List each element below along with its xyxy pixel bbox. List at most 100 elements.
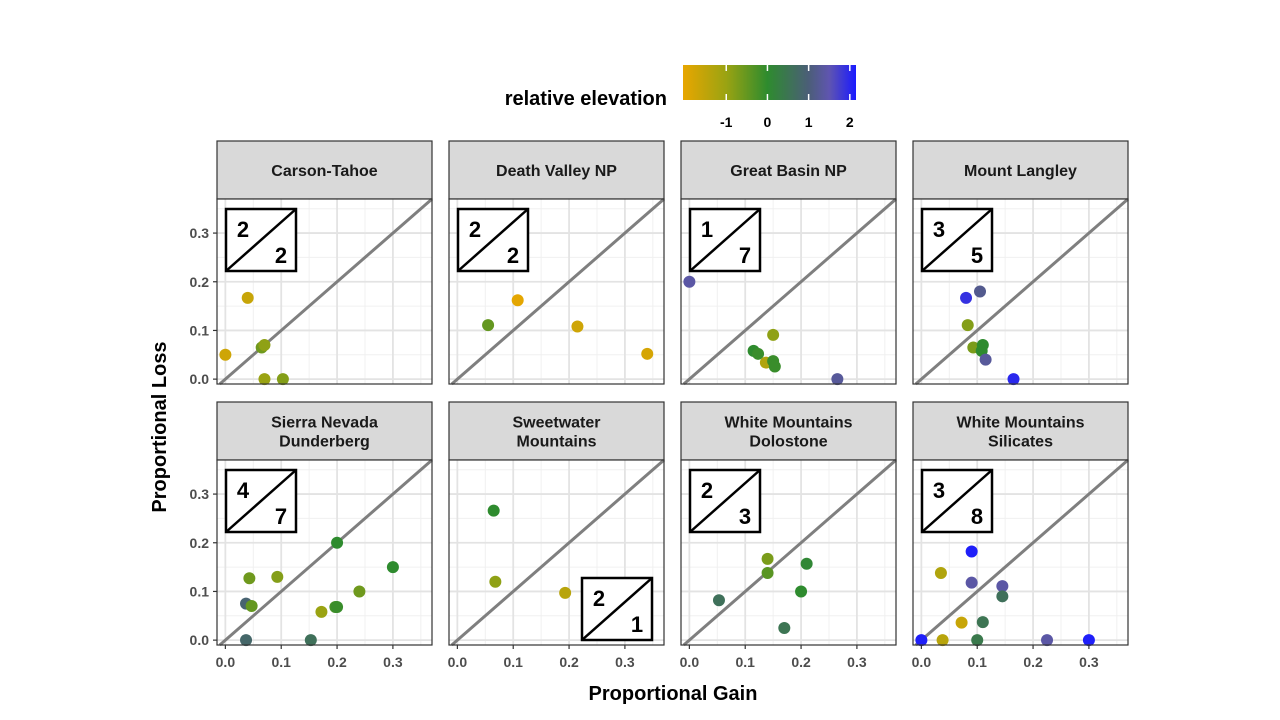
x-tick-label: 0.3 <box>1079 654 1099 670</box>
x-tick-label: 0.0 <box>448 654 468 670</box>
scatter-point <box>767 328 780 341</box>
x-tick-label: 0.2 <box>1023 654 1043 670</box>
scatter-point <box>971 634 984 647</box>
facet-strip <box>216 140 433 200</box>
x-tick-label: 0.3 <box>615 654 635 670</box>
scatter-point <box>934 566 947 579</box>
facet-strip <box>448 140 665 200</box>
y-tick-label: 0.1 <box>190 583 210 599</box>
facet-title: Great Basin NP <box>730 163 847 180</box>
facet-title: Dunderberg <box>279 434 370 451</box>
scatter-point <box>240 634 253 647</box>
scatter-point <box>258 373 271 386</box>
scatter-point <box>571 320 584 333</box>
x-tick-label: 0.3 <box>847 654 867 670</box>
x-tick-label: 0.1 <box>271 654 291 670</box>
count-top: 2 <box>469 217 481 242</box>
scatter-point <box>800 557 813 570</box>
identity-line <box>450 197 665 386</box>
scatter-point <box>241 291 254 304</box>
scatter-point <box>996 580 1009 593</box>
x-tick-label: 0.2 <box>791 654 811 670</box>
count-top: 1 <box>701 217 713 242</box>
x-tick-label: 0.3 <box>383 654 403 670</box>
panel-border <box>216 459 433 646</box>
legend-tick-label: -1 <box>720 114 733 130</box>
count-box: 22 <box>456 207 530 273</box>
y-tick-label: 0.3 <box>190 225 210 241</box>
scatter-point <box>1082 634 1095 647</box>
count-box: 21 <box>580 576 654 642</box>
panel-border <box>912 459 1129 646</box>
scatter-point <box>641 347 654 360</box>
count-bottom: 7 <box>739 243 751 268</box>
scatter-point <box>1041 634 1054 647</box>
facet-panel: Sierra Nevada Dunderberg 47 0.0 0.1 0.2 0.3 0.0… <box>190 401 433 670</box>
y-tick-label: 0.2 <box>190 535 210 551</box>
scatter-point <box>761 566 774 579</box>
x-tick-label: 0.0 <box>680 654 700 670</box>
scatter-point <box>487 504 500 517</box>
scatter-point <box>331 536 344 549</box>
scatter-point <box>712 594 725 607</box>
facet-title: Silicates <box>988 434 1053 451</box>
y-tick-label: 0.0 <box>190 371 210 387</box>
scatter-point <box>965 545 978 558</box>
x-tick-label: 0.1 <box>967 654 987 670</box>
scatter-point <box>831 373 844 386</box>
y-tick-label: 0.2 <box>190 274 210 290</box>
facet-title: Carson-Tahoe <box>271 163 377 180</box>
x-tick-label: 0.2 <box>327 654 347 670</box>
scatter-point <box>936 634 949 647</box>
count-top: 2 <box>593 586 605 611</box>
x-tick-label: 0.0 <box>216 654 236 670</box>
y-tick-label: 0.1 <box>190 322 210 338</box>
legend-tick-label: 0 <box>764 114 772 130</box>
scatter-point <box>1007 373 1020 386</box>
scatter-point <box>974 285 987 298</box>
scatter-point <box>276 373 289 386</box>
facet-title: Sweetwater <box>512 415 600 432</box>
count-box: 35 <box>920 207 994 273</box>
facet-strip <box>680 401 897 461</box>
identity-line <box>218 458 433 647</box>
count-box: 17 <box>688 207 762 273</box>
count-bottom: 2 <box>507 243 519 268</box>
count-top: 3 <box>933 478 945 503</box>
scatter-point <box>511 294 524 307</box>
legend-tick-label: 2 <box>846 114 854 130</box>
x-axis-title: Proportional Gain <box>589 683 758 705</box>
x-tick-label: 0.0 <box>912 654 932 670</box>
count-box: 23 <box>688 468 762 534</box>
scatter-point <box>386 561 399 574</box>
count-bottom: 1 <box>631 612 643 637</box>
y-tick-label: 0.0 <box>190 632 210 648</box>
facet-strip <box>680 140 897 200</box>
scatter-point <box>315 605 328 618</box>
panel-border <box>448 459 665 646</box>
scatter-point <box>915 634 928 647</box>
legend: relative elevation -1 0 1 2 <box>505 65 856 130</box>
count-bottom: 2 <box>275 243 287 268</box>
scatter-point <box>955 616 968 629</box>
scatter-point <box>243 572 256 585</box>
identity-line <box>682 458 897 647</box>
facet-strip <box>912 140 1129 200</box>
scatter-point <box>489 575 502 588</box>
count-box-diagonal <box>225 469 297 533</box>
facet-strip <box>448 401 665 461</box>
scatter-point <box>778 621 791 634</box>
count-box-diagonal <box>457 208 529 272</box>
count-box-diagonal <box>689 469 761 533</box>
identity-line <box>914 458 1129 647</box>
scatter-point <box>795 585 808 598</box>
identity-line <box>218 197 433 386</box>
facet-title: White Mountains <box>957 415 1085 432</box>
scatter-point <box>353 585 366 598</box>
